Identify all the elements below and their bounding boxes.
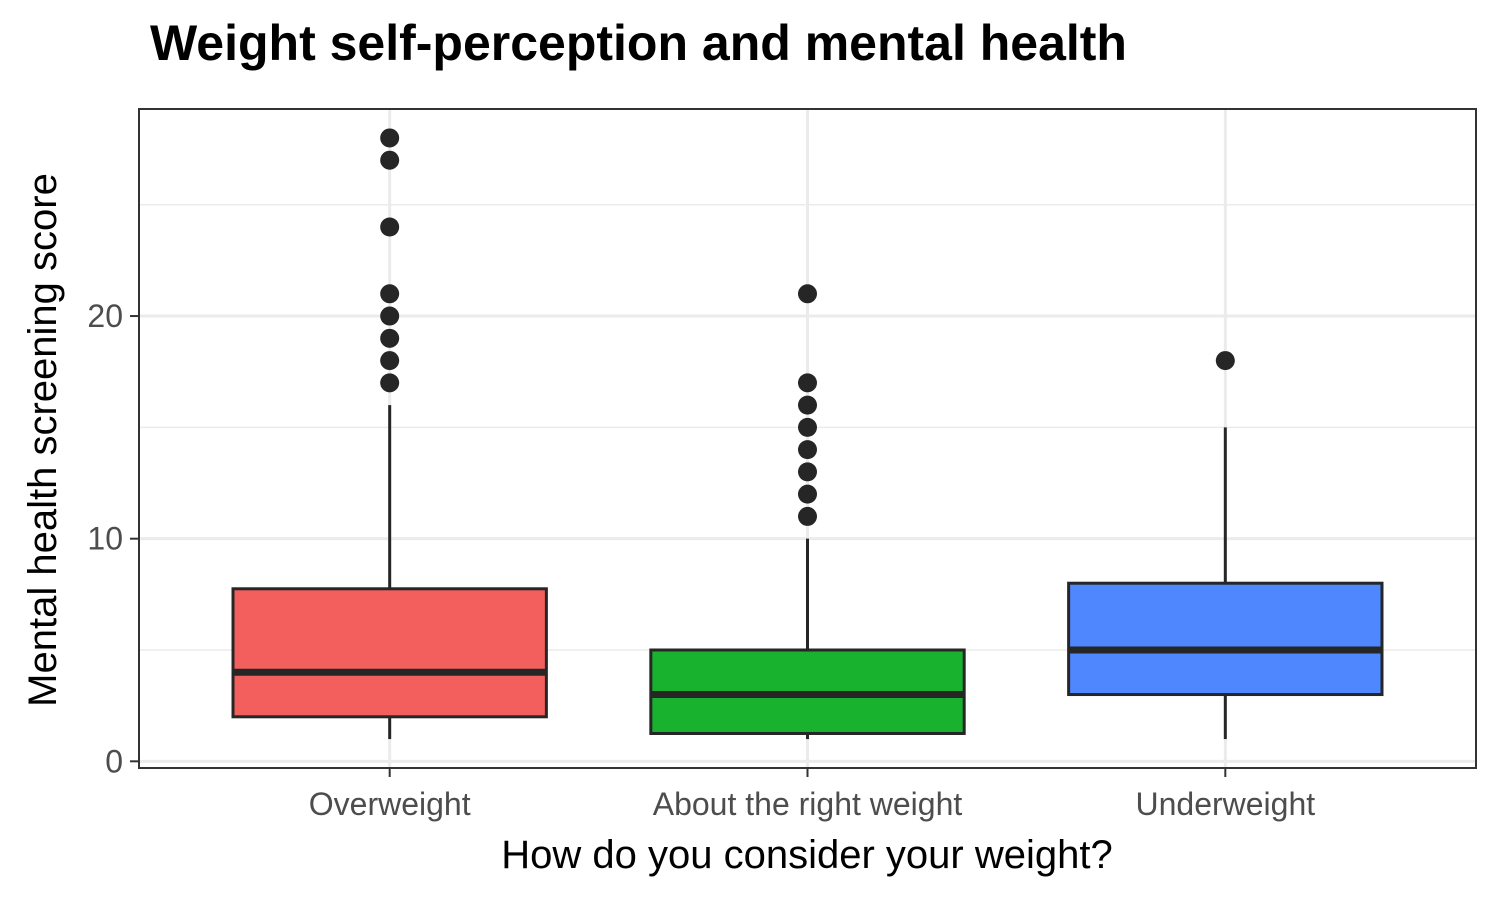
outlier-point xyxy=(380,373,400,393)
box-body xyxy=(1067,581,1384,697)
outlier-point xyxy=(798,462,817,482)
box-1 xyxy=(649,284,966,740)
y-tick-label: 0 xyxy=(105,743,123,779)
outlier-point xyxy=(380,217,400,237)
outlier-point xyxy=(798,440,817,460)
box-body xyxy=(231,587,548,719)
x-tick-label: Underweight xyxy=(1135,786,1315,822)
outlier-point xyxy=(798,417,817,437)
x-axis-title: How do you consider your weight? xyxy=(501,833,1112,877)
axis-layer: 0 10 20 Overweight About the right weight Und… xyxy=(87,298,1315,822)
outlier-point xyxy=(798,484,817,504)
outlier-point xyxy=(380,150,400,170)
box-layer xyxy=(231,128,1384,740)
outlier-point xyxy=(380,351,400,371)
y-tick-label: 20 xyxy=(87,298,123,334)
x-tick-label: About the right weight xyxy=(653,786,963,822)
outlier-point xyxy=(380,284,400,304)
outlier-point xyxy=(798,284,817,304)
outlier-point xyxy=(798,373,817,393)
box-2 xyxy=(1067,351,1384,740)
outlier-point xyxy=(380,306,400,326)
x-tick-label: Overweight xyxy=(309,786,471,822)
y-axis-title: Mental health screening score xyxy=(21,173,65,707)
box-0 xyxy=(231,128,548,740)
chart-title: Weight self-perception and mental health xyxy=(150,15,1127,71)
outlier-point xyxy=(1215,351,1235,371)
outlier-point xyxy=(798,506,817,526)
outlier-point xyxy=(380,328,400,348)
outlier-point xyxy=(380,128,400,148)
outlier-point xyxy=(798,395,817,415)
y-tick-label: 10 xyxy=(87,521,123,557)
